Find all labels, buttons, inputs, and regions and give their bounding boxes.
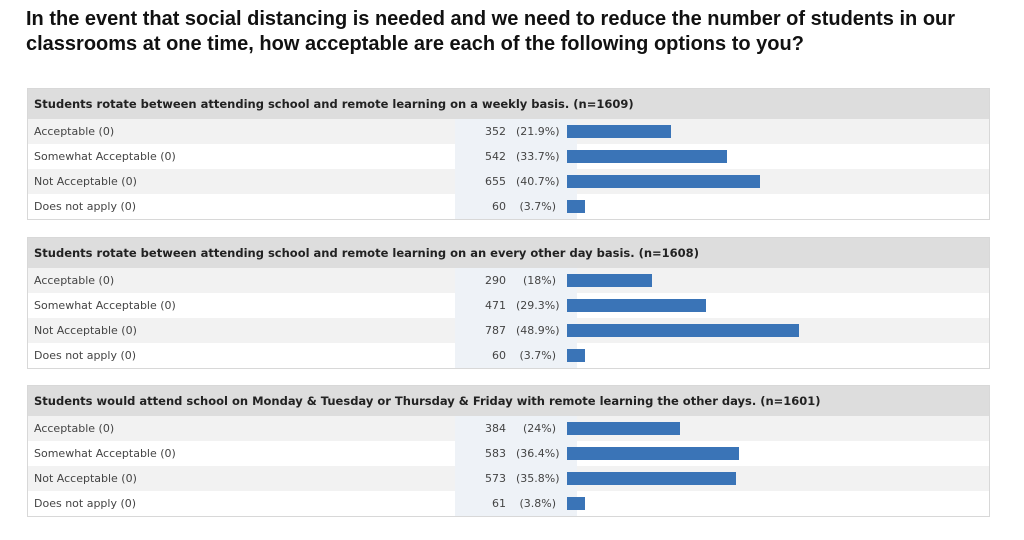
response-option-label: Not Acceptable (0) xyxy=(34,472,137,485)
response-percent: (18%) xyxy=(522,274,556,287)
response-row: Not Acceptable (0) 655 (40.7%) xyxy=(28,169,989,194)
count-cell-background xyxy=(455,318,577,343)
response-bar xyxy=(567,150,727,163)
response-percent: (36.4%) xyxy=(516,447,560,460)
response-row: Acceptable (0) 352 (21.9%) xyxy=(28,119,989,144)
count-cell-background xyxy=(455,119,577,144)
response-bar xyxy=(567,125,671,138)
response-row: Somewhat Acceptable (0) 542 (33.7%) xyxy=(28,144,989,169)
response-option-label: Acceptable (0) xyxy=(34,422,115,435)
response-bar xyxy=(567,175,760,188)
response-bar xyxy=(567,422,680,435)
response-count: 787 xyxy=(485,324,506,337)
response-option-label: Somewhat Acceptable (0) xyxy=(34,150,176,163)
response-option-label: Does not apply (0) xyxy=(34,200,137,213)
question-panel: Students rotate between attending school… xyxy=(27,237,990,369)
question-panel: Students would attend school on Monday &… xyxy=(27,385,990,517)
response-percent: (24%) xyxy=(522,422,556,435)
response-row: Acceptable (0) 290 (18%) xyxy=(28,268,989,293)
response-percent: (3.7%) xyxy=(519,200,556,213)
question-panel: Students rotate between attending school… xyxy=(27,88,990,220)
question-heading: Students rotate between attending school… xyxy=(28,238,989,268)
response-row: Does not apply (0) 61 (3.8%) xyxy=(28,491,989,516)
response-bar xyxy=(567,324,799,337)
response-option-label: Not Acceptable (0) xyxy=(34,324,137,337)
count-cell-background xyxy=(455,441,577,466)
response-percent: (3.8%) xyxy=(519,497,556,510)
response-option-label: Acceptable (0) xyxy=(34,125,115,138)
response-count: 61 xyxy=(492,497,506,510)
response-percent: (3.7%) xyxy=(519,349,556,362)
response-option-label: Does not apply (0) xyxy=(34,497,137,510)
response-count: 60 xyxy=(492,200,506,213)
response-percent: (35.8%) xyxy=(516,472,560,485)
response-count: 573 xyxy=(485,472,506,485)
response-percent: (40.7%) xyxy=(516,175,560,188)
response-count: 384 xyxy=(485,422,506,435)
response-row: Not Acceptable (0) 573 (35.8%) xyxy=(28,466,989,491)
response-option-label: Does not apply (0) xyxy=(34,349,137,362)
response-row: Acceptable (0) 384 (24%) xyxy=(28,416,989,441)
response-row: Does not apply (0) 60 (3.7%) xyxy=(28,343,989,368)
count-cell-background xyxy=(455,169,577,194)
response-bar xyxy=(567,497,585,510)
response-bar xyxy=(567,447,739,460)
response-count: 352 xyxy=(485,125,506,138)
response-row: Somewhat Acceptable (0) 471 (29.3%) xyxy=(28,293,989,318)
response-count: 655 xyxy=(485,175,506,188)
response-percent: (29.3%) xyxy=(516,299,560,312)
response-count: 471 xyxy=(485,299,506,312)
response-bar xyxy=(567,274,652,287)
count-cell-background xyxy=(455,416,577,441)
count-cell-background xyxy=(455,343,577,368)
response-percent: (48.9%) xyxy=(516,324,560,337)
response-bar xyxy=(567,349,585,362)
response-bar xyxy=(567,200,585,213)
count-cell-background xyxy=(455,466,577,491)
question-heading: Students rotate between attending school… xyxy=(28,89,989,119)
response-count: 542 xyxy=(485,150,506,163)
response-count: 290 xyxy=(485,274,506,287)
response-option-label: Not Acceptable (0) xyxy=(34,175,137,188)
count-cell-background xyxy=(455,268,577,293)
count-cell-background xyxy=(455,194,577,219)
response-row: Somewhat Acceptable (0) 583 (36.4%) xyxy=(28,441,989,466)
survey-question-title: In the event that social distancing is n… xyxy=(26,8,956,55)
response-option-label: Somewhat Acceptable (0) xyxy=(34,447,176,460)
response-bar xyxy=(567,299,706,312)
response-row: Not Acceptable (0) 787 (48.9%) xyxy=(28,318,989,343)
response-row: Does not apply (0) 60 (3.7%) xyxy=(28,194,989,219)
count-cell-background xyxy=(455,293,577,318)
count-cell-background xyxy=(455,491,577,516)
response-option-label: Somewhat Acceptable (0) xyxy=(34,299,176,312)
question-heading: Students would attend school on Monday &… xyxy=(28,386,989,416)
response-count: 60 xyxy=(492,349,506,362)
response-bar xyxy=(567,472,736,485)
count-cell-background xyxy=(455,144,577,169)
response-percent: (33.7%) xyxy=(516,150,560,163)
response-option-label: Acceptable (0) xyxy=(34,274,115,287)
response-count: 583 xyxy=(485,447,506,460)
response-percent: (21.9%) xyxy=(516,125,560,138)
